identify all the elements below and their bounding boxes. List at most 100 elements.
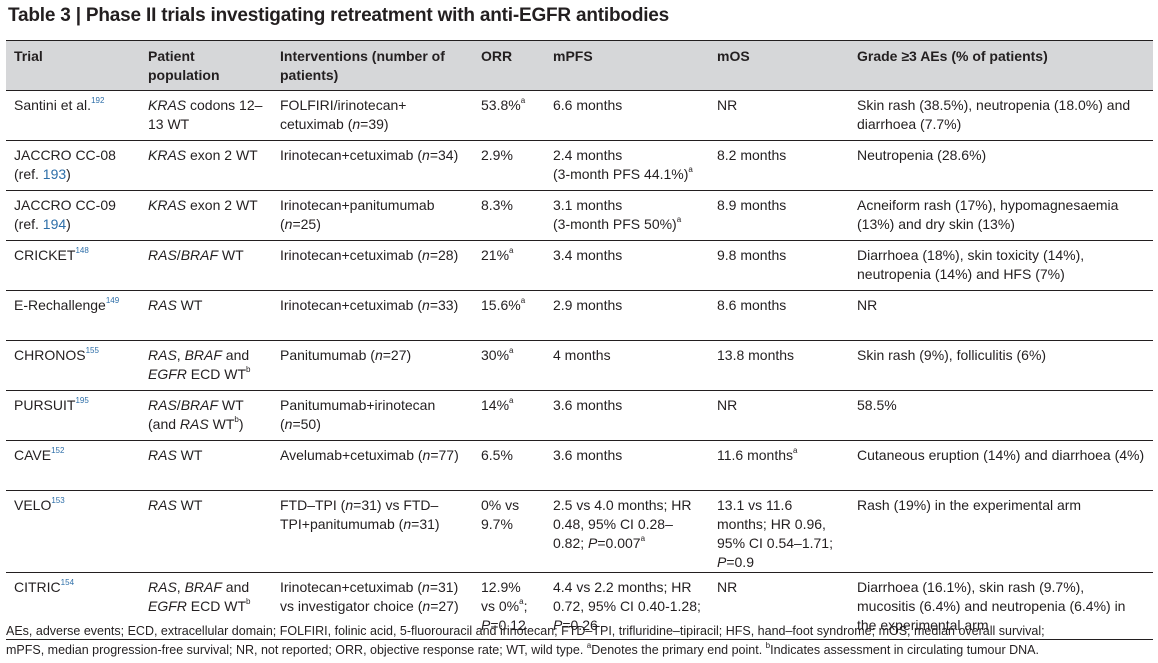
cell-orr: 12.9% vs 0%a; P=0.12: [473, 572, 545, 640]
cell-mos: NR: [709, 90, 849, 141]
cell-part-text: 3.6 months: [553, 397, 623, 413]
cell-mpfs: 4.4 vs 2.2 months; HR 0.72, 95% CI 0.40-…: [545, 572, 709, 640]
cell-population: RAS/BRAF WT: [140, 240, 272, 291]
cell-part-text: 2.9 months: [553, 297, 623, 313]
cell-part-n: n: [345, 497, 354, 513]
cell-mpfs: 6.6 months: [545, 90, 709, 141]
cell-part-rest: WT: [218, 247, 244, 263]
cell-part-ital: RAS: [148, 297, 177, 313]
cell-interventions: FTD–TPI (n=31) vs FTD–TPI+panitumumab (n…: [272, 490, 473, 573]
cell-part-text: 3.6 months: [553, 447, 623, 463]
cell-mpfs: 3.6 months: [545, 440, 709, 491]
trial-name: CAVE: [14, 447, 52, 463]
cell-part-ital2: BRAF: [184, 579, 222, 595]
cell-aes: Diarrhoea (16.1%), skin rash (9.7%), muc…: [849, 572, 1153, 640]
cell-part-after: =50): [292, 416, 321, 432]
cell-part-n: n: [422, 297, 430, 313]
cell-part-text: 2.5 vs 4.0 months; HR 0.48, 95% CI 0.28–…: [553, 497, 692, 551]
cell-part-p: P: [588, 535, 598, 551]
cell-interventions: Panitumumab (n=27): [272, 340, 473, 391]
cell-part-text: FTD–TPI (: [280, 497, 346, 513]
footnote-line-2: mPFS, median progression-free survival; …: [6, 641, 1154, 660]
cell-part-sup: a: [520, 296, 526, 306]
cell-part-rest: WT: [176, 497, 203, 513]
cell-part-text: 3.4 months: [553, 247, 623, 263]
cell-mos: 8.9 months: [709, 190, 849, 241]
footnote-sup-a: a: [586, 640, 592, 650]
trial-name: Santini et al.: [14, 97, 92, 113]
table-title: Table 3 | Phase II trials investigating …: [8, 5, 670, 26]
cell-part-ital: RAS: [148, 397, 177, 413]
table-row: CHRONOS155 RAS, BRAF and EGFR ECD WTb Pani…: [6, 340, 1153, 391]
cell-part-after: =39): [360, 116, 389, 132]
cell-population: RAS WT: [140, 490, 272, 573]
cell-mos: 11.6 monthsa: [709, 440, 849, 491]
cell-interventions: Avelumab+cetuximab (n=77): [272, 440, 473, 491]
cell-part-n2: n: [422, 598, 431, 614]
footnote-line-1: AEs, adverse events; ECD, extracellular …: [6, 624, 1045, 638]
cell-part-ital3: EGFR: [148, 598, 187, 614]
table-row: CRICKET148 RAS/BRAF WT Irinotecan+cetuxima…: [6, 240, 1153, 291]
cell-part-n: n: [422, 247, 430, 263]
cell-part-n: n: [422, 147, 430, 163]
cell-part-text: Irinotecan+cetuximab (: [280, 297, 423, 313]
cell-part-text: 3.1 months: [553, 197, 623, 213]
cell-part-ital: RAS: [148, 347, 177, 363]
cell-part-n: n: [284, 416, 293, 432]
cell-part-ital: KRAS: [148, 197, 187, 213]
cell-part-ital2: BRAF: [180, 247, 219, 263]
cell-mos: 13.8 months: [709, 340, 849, 391]
cell-part-text: 9.8 months: [717, 247, 787, 263]
header-orr: ORR: [473, 40, 545, 91]
cell-part-after: =31) vs FTD–TPI+panitumumab (: [280, 497, 439, 532]
cell-population: KRAS codons 12–13 WT: [140, 90, 272, 141]
footnote-pre: mPFS, median progression-free survival; …: [6, 643, 587, 657]
cell-orr: 0% vs 9.7%: [473, 490, 545, 573]
cell-mpfs: 2.4 months (3-month PFS 44.1%)a: [545, 140, 709, 191]
cell-part-text: 11.6 months: [717, 447, 794, 463]
cell-part-after: =31) vs investigator choice (: [280, 579, 459, 614]
trial-ref-sup: 148: [75, 246, 89, 256]
cell-part-mid: ,: [176, 347, 185, 363]
cell-mpfs: 2.5 vs 4.0 months; HR 0.48, 95% CI 0.28–…: [545, 490, 709, 573]
table-row: JACCRO CC-08 (ref. 193) KRAS exon 2 WT Irin…: [6, 140, 1153, 191]
cell-part-sup: b: [234, 415, 239, 425]
cell-part-rest: WT: [176, 447, 203, 463]
cell-interventions: Irinotecan+cetuximab ( n=31) vs investiga…: [272, 572, 473, 640]
cell-orr: 2.9%: [473, 140, 545, 191]
cell-part-text: FOLFIRI/irinotecan+ cetuximab (: [280, 97, 407, 132]
trial-ref-pre: (ref.: [14, 166, 43, 182]
cell-part-sup: a: [640, 534, 646, 544]
cell-part-ital: RAS: [148, 247, 177, 263]
cell-part-text: 2.9%: [481, 147, 513, 163]
cell-part-text: 8.3%: [481, 197, 513, 213]
cell-part-sup: a: [793, 446, 798, 456]
cell-part-n2: n: [403, 516, 412, 532]
cell-part-text: 6.6 months: [553, 97, 623, 113]
cell-part-text: Irinotecan+cetuximab (: [280, 579, 423, 595]
cell-part-text: 53.8%: [481, 97, 521, 113]
cell-part-rest2: WT: [208, 416, 235, 432]
cell-interventions: Irinotecan+cetuximab (n=34): [272, 140, 473, 191]
trial-name: VELO: [14, 497, 52, 513]
cell-part-text: Panitumumab (: [280, 347, 375, 363]
cell-part-text: 14%: [481, 397, 510, 413]
table-footnote: AEs, adverse events; ECD, extracellular …: [6, 622, 1154, 660]
table-row: CAVE152 RAS WT Avelumab+cetuximab (n=77) 6.…: [6, 440, 1153, 491]
cell-part-mid: /: [176, 247, 181, 263]
cell-population: RAS, BRAF and EGFR ECD WTb: [140, 572, 272, 640]
cell-interventions: FOLFIRI/irinotecan+ cetuximab (n=39): [272, 90, 473, 141]
trial-ref-post: ): [66, 166, 71, 182]
cell-part-mid: ,: [176, 579, 185, 595]
cell-part-rest2: ECD WT: [186, 366, 246, 382]
table-row: E-Rechallenge149 RAS WT Irinotecan+cetuxim…: [6, 290, 1153, 341]
header-population: Patient population: [140, 40, 272, 91]
cell-trial: CAVE152: [6, 440, 140, 491]
cell-part-line2: (3-month PFS 50%): [553, 216, 677, 232]
table-row: Santini et al.192 KRAS codons 12–13 WT FOL…: [6, 90, 1153, 141]
cell-aes: NR: [849, 290, 1153, 341]
cell-part-p: P: [553, 617, 563, 633]
cell-part-text: 8.2 months: [717, 147, 787, 163]
cell-part-ital: KRAS: [148, 97, 187, 113]
cell-part-rest: exon 2 WT: [186, 197, 258, 213]
